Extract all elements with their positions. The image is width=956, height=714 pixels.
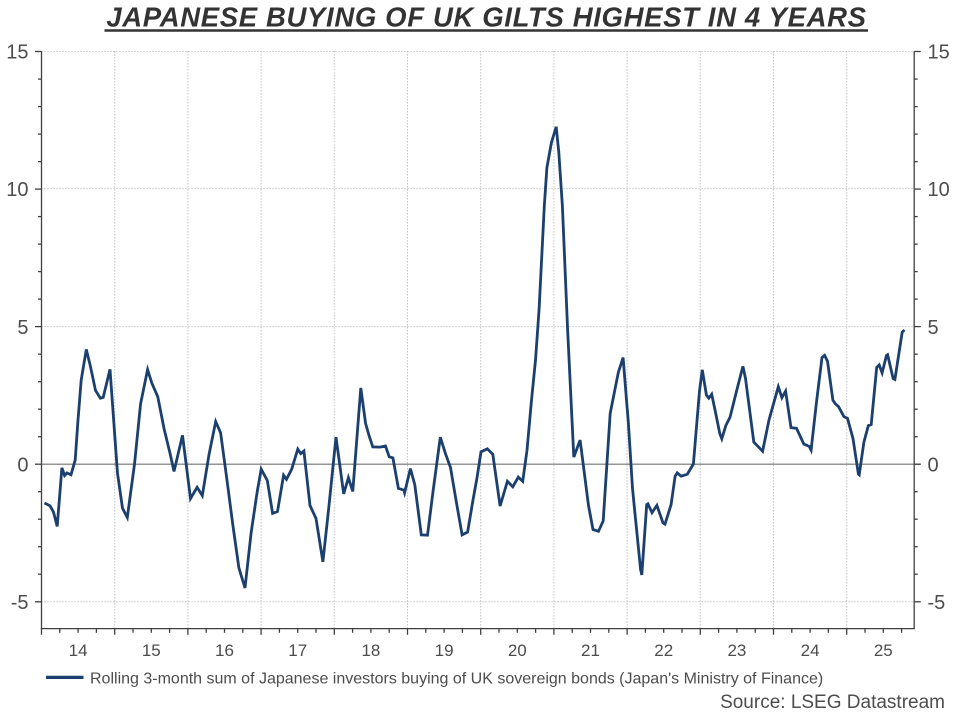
svg-text:14: 14 xyxy=(69,641,88,660)
svg-text:-5: -5 xyxy=(928,592,946,614)
svg-text:22: 22 xyxy=(654,641,673,660)
svg-text:5: 5 xyxy=(17,317,28,339)
svg-text:JAPANESE BUYING OF UK GILTS HI: JAPANESE BUYING OF UK GILTS HIGHEST IN 4… xyxy=(106,2,866,33)
svg-text:23: 23 xyxy=(727,641,746,660)
svg-text:24: 24 xyxy=(801,641,820,660)
svg-text:Source: LSEG Datastream: Source: LSEG Datastream xyxy=(720,692,945,713)
svg-text:15: 15 xyxy=(928,42,950,64)
svg-text:18: 18 xyxy=(361,641,380,660)
svg-text:21: 21 xyxy=(581,641,600,660)
svg-text:0: 0 xyxy=(928,454,939,476)
svg-text:10: 10 xyxy=(928,179,950,201)
svg-text:17: 17 xyxy=(288,641,307,660)
svg-text:10: 10 xyxy=(6,179,28,201)
svg-text:20: 20 xyxy=(508,641,527,660)
svg-text:15: 15 xyxy=(6,42,28,64)
svg-text:0: 0 xyxy=(17,454,28,476)
svg-text:5: 5 xyxy=(928,317,939,339)
svg-text:19: 19 xyxy=(435,641,454,660)
svg-text:15: 15 xyxy=(142,641,161,660)
svg-text:-5: -5 xyxy=(11,592,29,614)
svg-text:Rolling 3-month sum of Japanes: Rolling 3-month sum of Japanese investor… xyxy=(90,671,823,688)
svg-text:25: 25 xyxy=(874,641,893,660)
svg-text:16: 16 xyxy=(215,641,234,660)
